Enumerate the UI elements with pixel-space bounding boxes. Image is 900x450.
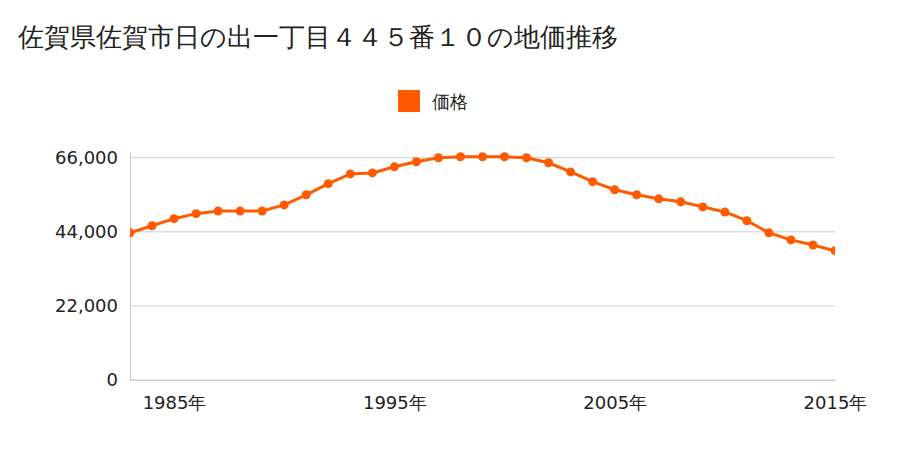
x-tick: 1995年: [363, 380, 427, 413]
point: [390, 162, 399, 171]
legend: 価格: [398, 90, 468, 112]
point: [324, 179, 333, 188]
x-tick: 2005年: [583, 380, 647, 413]
y-tick-label: 0: [107, 369, 118, 390]
point: [720, 207, 729, 216]
point: [831, 246, 836, 255]
point: [808, 240, 817, 249]
legend-swatch: [398, 90, 420, 112]
y-tick: 66,000: [55, 147, 130, 168]
y-tick-label: 22,000: [55, 295, 118, 316]
title: 佐賀県佐賀市日の出一丁目４４５番１０の地価推移: [18, 22, 618, 52]
grid-line: [130, 380, 835, 381]
series-line: [130, 157, 835, 251]
point: [610, 185, 619, 194]
point: [500, 152, 509, 161]
x-axis-line: [131, 380, 836, 381]
point: [170, 214, 179, 223]
point: [764, 228, 773, 237]
y-tick: 44,000: [55, 221, 130, 242]
plot-area: [130, 152, 835, 255]
grid: [130, 158, 835, 380]
y-tick: 22,000: [55, 295, 130, 316]
point: [632, 190, 641, 199]
x-tick-label: 1995年: [363, 392, 427, 413]
point: [544, 158, 553, 167]
point: [148, 221, 157, 230]
x-tick-label: 2005年: [583, 392, 647, 413]
point: [412, 157, 421, 166]
point: [130, 228, 135, 237]
point: [786, 235, 795, 244]
x-tick-label: 1985年: [143, 392, 207, 413]
x-tick: 2015年: [804, 380, 868, 413]
point: [192, 209, 201, 218]
point: [676, 197, 685, 206]
point: [302, 190, 311, 199]
point: [236, 206, 245, 215]
grid-line: [130, 231, 835, 232]
chart: 佐賀県佐賀市日の出一丁目４４５番１０の地価推移 0 22,000 44,000 66,0…: [0, 0, 900, 450]
point: [698, 202, 707, 211]
point: [368, 168, 377, 177]
point: [258, 206, 267, 215]
point: [522, 153, 531, 162]
point: [588, 177, 597, 186]
point: [346, 169, 355, 178]
point: [742, 216, 751, 225]
grid-line: [130, 305, 835, 306]
point: [214, 206, 223, 215]
y-tick: 0: [107, 369, 130, 390]
point: [478, 152, 487, 161]
y-tick-label: 44,000: [55, 221, 118, 242]
point: [456, 152, 465, 161]
x-tick-label: 2015年: [804, 392, 868, 413]
y-axis: 0 22,000 44,000 66,000: [55, 147, 130, 390]
y-axis-line: [130, 152, 131, 381]
legend-label: 価格: [432, 91, 468, 112]
x-axis: 1985年 1995年 2005年 2015年: [131, 380, 868, 413]
x-tick: 1985年: [143, 380, 207, 413]
y-tick-label: 66,000: [55, 147, 118, 168]
point: [280, 200, 289, 209]
point: [434, 153, 443, 162]
point: [654, 194, 663, 203]
series-points: [130, 152, 835, 255]
point: [566, 167, 575, 176]
